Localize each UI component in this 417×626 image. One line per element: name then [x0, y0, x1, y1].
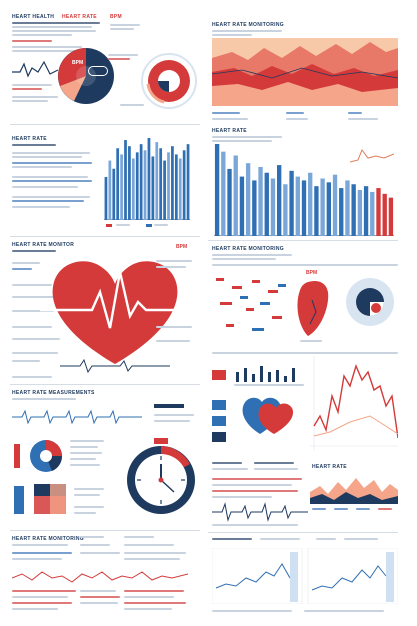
bar [295, 176, 300, 236]
heart-right-value: BPM [306, 270, 318, 276]
dual-line-charts [212, 548, 398, 604]
donut-label: BPM [72, 60, 84, 66]
bar [120, 154, 123, 220]
bar [221, 151, 226, 236]
bar-chart-left [104, 138, 190, 220]
bar [258, 167, 263, 236]
mini-bars [236, 366, 295, 382]
heart-icon [40, 261, 190, 364]
bar [252, 180, 257, 236]
bar [151, 156, 155, 220]
bar [339, 188, 344, 236]
bar [326, 182, 331, 236]
ecg-long [12, 409, 142, 425]
area-chart [212, 38, 398, 106]
bar [131, 158, 135, 220]
bar [370, 191, 375, 236]
donut-marker [88, 66, 108, 76]
bar [277, 165, 282, 236]
heart-value: BPM [176, 244, 188, 250]
bar [116, 148, 120, 220]
bar [363, 186, 369, 236]
trend-line-chart [350, 148, 394, 163]
stopwatch-icon [127, 438, 195, 514]
header-bottom-right: HEART RATE [312, 464, 347, 470]
bar [143, 150, 147, 220]
bar [155, 142, 159, 220]
bar-chart-right [214, 144, 394, 236]
header-top-left-1: HEART HEALTH [12, 14, 55, 20]
map-icon [216, 278, 394, 336]
bar [357, 190, 363, 236]
bar [233, 155, 238, 236]
header-top-left-2: HEART RATE [62, 14, 97, 20]
header-top-right: HEART RATE MONITORING [212, 22, 284, 28]
header-bottom-left: HEART RATE MEASUREMENTS [12, 390, 95, 396]
bar [332, 174, 338, 236]
header-bottom-left-2: HEART RATE MONITORING [12, 536, 84, 542]
header-heart-right: HEART RATE MONITORING [212, 246, 284, 252]
bar [376, 188, 381, 236]
bar [178, 158, 182, 220]
line-chart-red [310, 356, 398, 450]
bar [171, 146, 174, 220]
bar [270, 178, 276, 236]
bar [382, 193, 387, 236]
bar [186, 144, 190, 220]
header-mid-right: HEART RATE [212, 128, 247, 134]
bar [227, 168, 232, 236]
bar [301, 180, 307, 236]
bar [314, 186, 319, 236]
bar [245, 163, 251, 236]
heart-rate-donut [58, 48, 114, 104]
bar [214, 144, 220, 236]
bar [112, 168, 116, 220]
bar [128, 146, 131, 220]
bar [159, 148, 163, 220]
bar [182, 150, 186, 220]
bar [308, 172, 313, 236]
bar [239, 176, 245, 236]
bar [135, 152, 139, 220]
wave-line-chart [12, 571, 188, 583]
bar [174, 154, 178, 220]
area-chart-small [310, 478, 398, 504]
bar [345, 180, 350, 236]
bar [351, 184, 356, 236]
stacked-bars [14, 484, 66, 514]
bar [147, 138, 151, 220]
header-top-left-3: BPM [110, 14, 123, 20]
ecg-strip [60, 358, 170, 374]
bar [124, 140, 127, 220]
pie-chart-icon [14, 440, 63, 472]
mini-ecg-chart [12, 60, 58, 78]
bar [108, 160, 112, 220]
overlap-hearts [242, 397, 294, 434]
bar [139, 144, 143, 220]
bar [104, 176, 108, 220]
bar [283, 184, 288, 236]
bar [320, 178, 325, 236]
bar [167, 152, 170, 220]
bar [388, 197, 394, 236]
ecg-right [212, 502, 308, 522]
header-heart-left: HEART RATE MONITOR [12, 242, 75, 248]
ring-gauge [141, 53, 197, 109]
header-mid-left: HEART RATE [12, 136, 47, 142]
bar [289, 170, 294, 236]
bar [163, 160, 166, 220]
bar [264, 172, 269, 236]
